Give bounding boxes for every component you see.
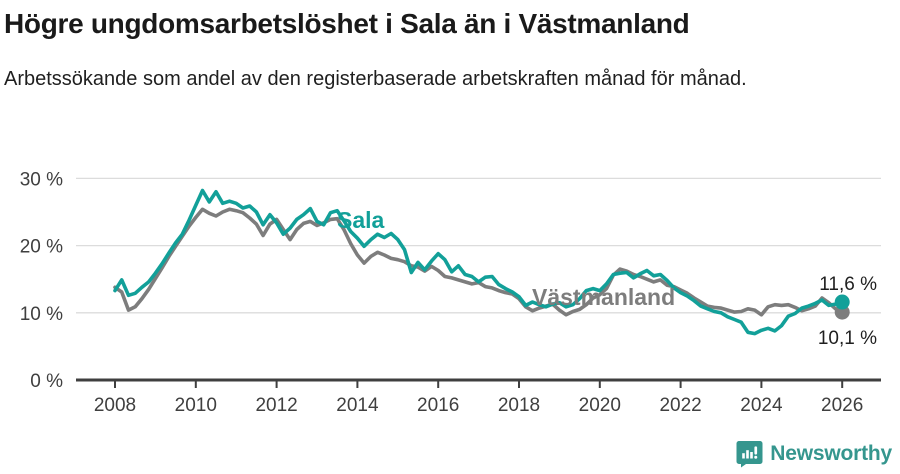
end-dot-sala <box>834 294 850 310</box>
newsworthy-brand: Newsworthy <box>736 440 892 468</box>
logo-bar-2 <box>746 450 750 459</box>
chart-subtitle: Arbetssökande som andel av den registerb… <box>4 68 747 90</box>
y-tick-label: 20 % <box>20 237 63 258</box>
series-label-sala: Sala <box>337 207 385 233</box>
x-tick-label: 2026 <box>821 395 863 416</box>
x-tick-label: 2012 <box>255 395 297 416</box>
newsworthy-logo-icon <box>736 441 763 468</box>
x-tick-label: 2010 <box>175 395 217 416</box>
x-tick-label: 2022 <box>659 395 701 416</box>
x-tick-label: 2018 <box>498 395 540 416</box>
series-line-sala <box>113 188 845 336</box>
brand-name: Newsworthy <box>770 442 892 465</box>
end-value-label-sala: 11,6 % <box>819 274 877 295</box>
logo-bar-3 <box>750 452 754 459</box>
series-line-vastmanland <box>113 207 845 317</box>
logo-bar-1 <box>742 453 746 459</box>
series-label-vastmanland: Västmanland <box>532 284 675 310</box>
end-value-label-vastmanland: 10,1 % <box>818 328 877 349</box>
y-tick-label: 10 % <box>20 304 63 325</box>
y-tick-label: 0 % <box>30 371 63 392</box>
y-tick-label: 30 % <box>20 169 63 190</box>
chart-title: Högre ungdomsarbetslöshet i Sala än i Vä… <box>4 8 690 39</box>
logo-bubble-shape <box>736 441 763 468</box>
x-tick-label: 2008 <box>94 395 136 416</box>
x-tick-label: 2016 <box>417 395 459 416</box>
x-tick-label: 2020 <box>579 395 621 416</box>
chart-header: Högre ungdomsarbetslöshet i Sala än i Vä… <box>4 2 884 94</box>
x-tick-label: 2014 <box>336 395 379 416</box>
logo-exclamation-bar <box>754 446 758 455</box>
x-tick-label: 2024 <box>740 395 783 416</box>
logo-exclamation-dot <box>754 455 758 459</box>
